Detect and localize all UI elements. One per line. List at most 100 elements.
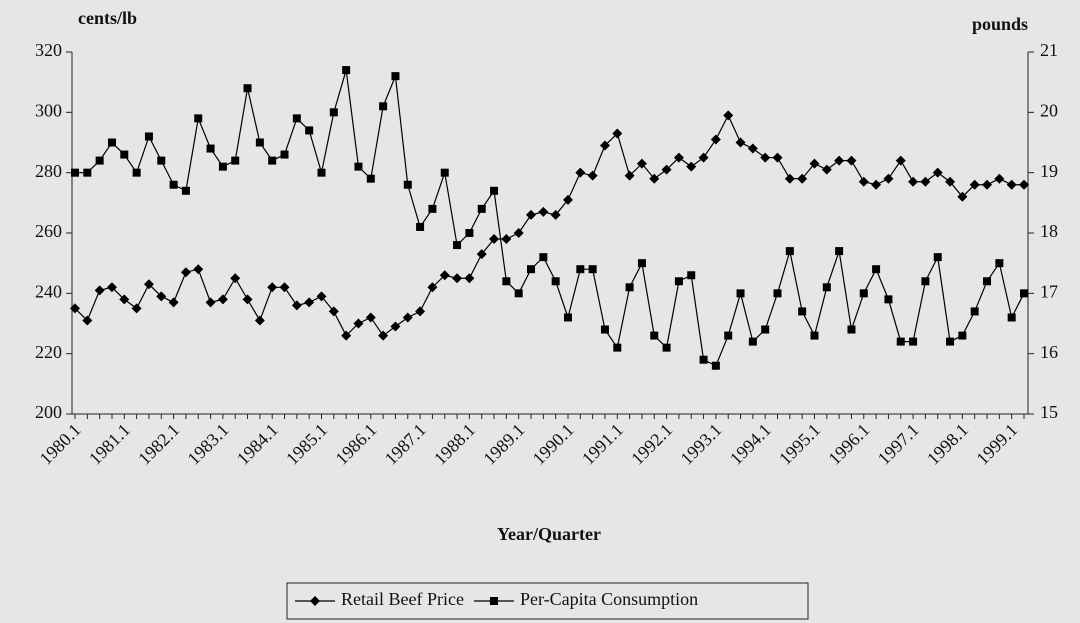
data-point	[650, 331, 659, 340]
legend-label: Per-Capita Consumption	[520, 589, 698, 609]
data-point	[599, 140, 610, 151]
data-point	[798, 307, 807, 316]
data-point	[563, 313, 572, 322]
data-point	[144, 132, 153, 141]
legend-marker	[310, 596, 320, 606]
data-point	[760, 152, 771, 163]
data-point	[698, 152, 709, 163]
data-point	[784, 173, 795, 184]
legend-marker	[489, 597, 498, 605]
data-point	[291, 300, 302, 311]
data-point	[995, 259, 1004, 268]
data-point	[353, 318, 364, 329]
data-point	[489, 234, 500, 245]
data-point	[587, 170, 598, 181]
data-point	[218, 162, 227, 171]
data-point	[884, 295, 893, 304]
y-tick-label: 200	[35, 402, 62, 422]
y-tick-label: 240	[35, 281, 62, 301]
data-point	[416, 222, 425, 231]
data-point	[810, 331, 819, 340]
data-point	[254, 315, 265, 326]
y2-tick-label: 17	[1040, 281, 1058, 301]
data-point	[205, 297, 216, 308]
data-point	[649, 173, 660, 184]
data-point	[403, 180, 412, 189]
data-point	[772, 152, 783, 163]
data-point	[686, 161, 697, 172]
data-point	[427, 282, 438, 293]
data-point	[994, 173, 1005, 184]
data-point	[268, 156, 277, 165]
data-point	[920, 176, 931, 187]
data-point	[551, 277, 560, 286]
data-point	[970, 307, 979, 316]
data-point	[636, 158, 647, 169]
data-point	[538, 206, 549, 217]
data-point	[847, 325, 856, 334]
data-point	[1019, 179, 1029, 190]
data-point	[612, 128, 623, 139]
data-point	[674, 277, 683, 286]
y-tick-label: 320	[35, 40, 62, 60]
data-point	[600, 325, 609, 334]
data-point	[835, 247, 844, 256]
data-point	[143, 279, 154, 290]
data-point	[477, 204, 486, 213]
data-point	[932, 167, 943, 178]
data-point	[391, 72, 400, 81]
data-point	[908, 176, 919, 187]
data-point	[378, 330, 389, 341]
data-point	[132, 168, 141, 177]
data-point	[747, 143, 758, 154]
data-point	[169, 180, 178, 189]
y2-axis-label: pounds	[972, 14, 1028, 34]
data-point	[106, 282, 117, 293]
data-point	[465, 229, 474, 237]
data-point	[562, 194, 573, 205]
data-point	[230, 273, 241, 284]
data-point	[785, 247, 794, 256]
data-point	[501, 234, 512, 245]
data-point	[1020, 289, 1028, 298]
data-point	[896, 337, 905, 346]
data-point	[673, 152, 684, 163]
data-point	[231, 156, 240, 165]
data-point	[342, 66, 351, 75]
data-point	[957, 191, 968, 202]
data-point	[280, 150, 289, 159]
data-point	[858, 176, 869, 187]
data-point	[514, 289, 523, 298]
data-point	[379, 102, 388, 111]
data-point	[243, 84, 252, 93]
y-tick-label: 280	[35, 161, 62, 181]
data-point	[329, 108, 338, 117]
y2-tick-label: 19	[1040, 161, 1058, 181]
y2-tick-label: 15	[1040, 402, 1058, 422]
data-point	[711, 361, 720, 370]
data-point	[476, 249, 487, 260]
data-point	[809, 158, 820, 169]
data-point	[267, 282, 278, 293]
data-point	[255, 138, 264, 147]
legend-box	[286, 582, 809, 620]
data-point	[748, 337, 757, 346]
data-point	[761, 325, 770, 334]
data-point	[490, 186, 499, 195]
data-point	[773, 289, 782, 298]
data-point	[439, 270, 450, 281]
data-point	[193, 264, 204, 275]
data-point	[588, 265, 597, 274]
data-point	[945, 176, 956, 187]
data-point	[736, 289, 745, 298]
data-point	[625, 283, 634, 292]
data-point	[576, 265, 585, 274]
data-point	[723, 110, 734, 121]
x-axis-label: Year/Quarter	[497, 524, 601, 544]
data-point	[206, 144, 215, 153]
y-tick-label: 300	[35, 100, 62, 120]
data-point	[710, 134, 721, 145]
y-tick-label: 220	[35, 342, 62, 362]
